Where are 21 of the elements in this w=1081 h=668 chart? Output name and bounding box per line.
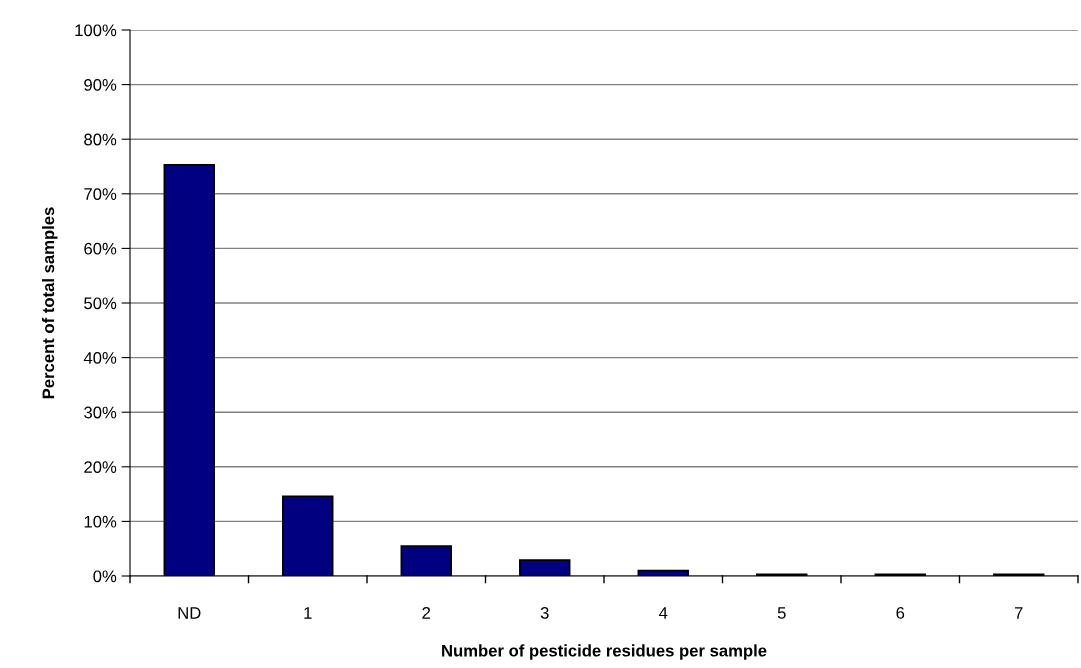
y-tick-label: 100% <box>75 24 117 37</box>
x-tick-label: 3 <box>540 607 549 619</box>
y-tick-label: 50% <box>84 297 117 310</box>
y-tick-label: 10% <box>84 515 117 528</box>
x-tick-label: 6 <box>896 607 905 619</box>
y-tick-label: 0% <box>93 570 117 583</box>
y-tick-label: 40% <box>83 352 117 364</box>
y-tick-label: 60% <box>84 242 117 255</box>
y-tick-label: 20% <box>84 461 117 473</box>
x-tick-label: 7 <box>1014 607 1023 619</box>
y-tick-label: 90% <box>84 79 117 91</box>
x-tick-label: 2 <box>422 607 431 619</box>
x-tick-label: ND <box>178 607 201 619</box>
x-tick-label: 5 <box>777 607 786 619</box>
y-tick-label: 80% <box>84 133 117 146</box>
y-tick-label: 70% <box>84 188 117 200</box>
y-tick-label: 30% <box>84 406 117 419</box>
x-tick-label: 1 <box>304 607 312 619</box>
x-tick-label: 4 <box>659 607 668 619</box>
x-axis-title: Number of pesticide residues per sample <box>442 644 767 660</box>
y-axis-title: Percent of total samples <box>41 207 58 399</box>
